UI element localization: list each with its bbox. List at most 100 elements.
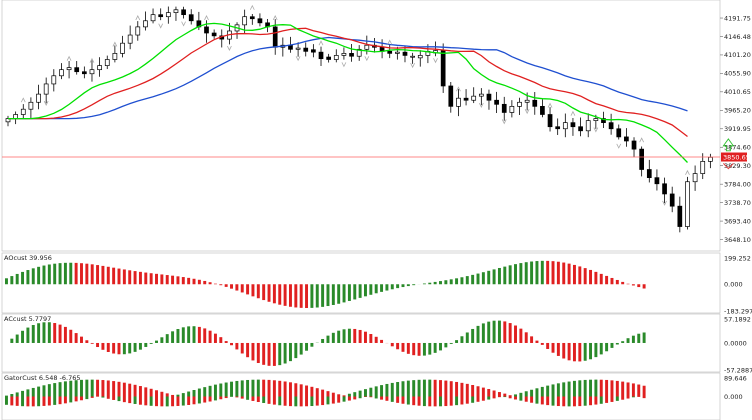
main-price-panel[interactable]: 4191.75 4146.48 4101.20 4055.90 4010.65 3965.… xyxy=(1,0,751,252)
gator-lower-bar xyxy=(481,396,485,401)
candle-up xyxy=(97,65,102,71)
gator-upper-bar xyxy=(96,379,100,397)
gator-lower-bar xyxy=(369,396,373,398)
gator-upper-bar xyxy=(219,383,223,397)
candle-up xyxy=(150,14,156,22)
ao-bar xyxy=(63,262,67,285)
ao-bar xyxy=(589,269,593,285)
ao-bar xyxy=(90,264,94,285)
ao-bar xyxy=(37,266,41,285)
gator-lower-bar xyxy=(385,396,389,401)
gator-lower-bar xyxy=(315,396,319,406)
candle-down xyxy=(158,14,164,18)
candle-up xyxy=(356,48,362,57)
gator-lower-bar xyxy=(272,396,276,405)
indicator-y-tick-label: 57.1892 xyxy=(724,315,751,323)
ac-bar xyxy=(256,342,260,364)
ao-bar xyxy=(47,264,51,285)
candle-down xyxy=(547,114,553,128)
gator-lower-bar xyxy=(583,396,587,406)
ac-bar xyxy=(197,326,201,343)
fractal-marker xyxy=(272,15,278,21)
ac-bar xyxy=(21,330,25,343)
ac-bar xyxy=(176,329,180,343)
gator-upper-bar xyxy=(272,380,276,397)
candle-up xyxy=(165,12,171,18)
gator-lower-bar xyxy=(326,396,330,405)
ao-bar xyxy=(380,284,384,292)
gator-upper-bar xyxy=(117,381,121,397)
candle-down xyxy=(211,32,217,37)
ac-bar xyxy=(74,333,78,343)
gator-lower-bar xyxy=(305,396,309,407)
indicator-y-tick-label: 89.646 xyxy=(724,374,747,382)
gator-upper-bar xyxy=(31,387,35,397)
candle-down xyxy=(501,103,507,113)
ao-bar xyxy=(117,268,121,285)
ao-bar xyxy=(160,274,164,285)
ac-bar xyxy=(288,342,292,362)
fractal-marker xyxy=(135,15,141,21)
ac-bar xyxy=(369,334,373,343)
ac-bar xyxy=(422,342,426,356)
current-price-tag xyxy=(721,152,747,162)
fractal-marker xyxy=(318,40,324,46)
ac-bar xyxy=(26,327,30,343)
ao-bar xyxy=(347,284,351,301)
gator-upper-bar xyxy=(294,383,298,397)
y-tick-label: 3919.95 xyxy=(724,125,751,133)
fractal-marker xyxy=(501,119,507,125)
alligator-teeth-line xyxy=(8,27,688,138)
ao-bar xyxy=(530,261,534,285)
gator-upper-bar xyxy=(63,381,67,397)
fractal-marker xyxy=(570,110,576,116)
gator-lower-bar xyxy=(37,396,41,407)
ac-bar xyxy=(305,342,309,351)
ac-bar xyxy=(396,342,400,350)
fractal-marker xyxy=(20,97,26,103)
gator-lower-bar xyxy=(530,396,534,403)
gator-upper-bar xyxy=(503,393,507,397)
ac-bar xyxy=(637,333,641,343)
gator-upper-bar xyxy=(460,382,464,397)
ac-bar xyxy=(519,328,523,343)
ac-bar xyxy=(208,330,212,343)
gator-lower-bar xyxy=(428,396,432,407)
candle-up xyxy=(104,59,110,66)
candle-down xyxy=(387,50,393,54)
gator-upper-bar xyxy=(476,386,480,397)
ao-bar xyxy=(422,283,426,285)
ao-bar xyxy=(155,273,158,285)
ac-bar xyxy=(364,331,367,343)
candle-down xyxy=(608,122,614,130)
ao-bar xyxy=(610,277,614,285)
candle-down xyxy=(188,14,194,22)
candle-down xyxy=(570,122,576,128)
ac-bar xyxy=(503,321,507,343)
gator-upper-bar xyxy=(364,389,367,397)
ac-bar xyxy=(455,340,459,343)
sell-signal-arrow xyxy=(723,163,734,170)
candle-up xyxy=(173,9,179,13)
fractal-marker xyxy=(616,143,622,149)
ac-bar xyxy=(465,332,469,343)
ac-bar xyxy=(272,342,276,366)
gator-upper-bar xyxy=(374,386,378,397)
ao-bar xyxy=(203,280,207,285)
gator-upper-bar xyxy=(412,380,416,397)
ao-bar xyxy=(594,271,598,285)
ao-bar xyxy=(283,284,287,306)
buy-signal-arrow xyxy=(722,138,735,152)
ac-bar xyxy=(599,342,603,355)
fractal-marker xyxy=(227,45,232,51)
ac-bar xyxy=(278,342,282,366)
gator-upper-bar xyxy=(256,379,260,397)
ao-bar xyxy=(262,284,266,301)
ac-bar xyxy=(626,338,630,343)
fractal-marker xyxy=(66,55,72,61)
gator-upper-bar xyxy=(530,389,534,397)
ac-bar xyxy=(567,342,571,361)
ao-bar xyxy=(144,272,148,285)
ao-bar xyxy=(122,269,126,285)
